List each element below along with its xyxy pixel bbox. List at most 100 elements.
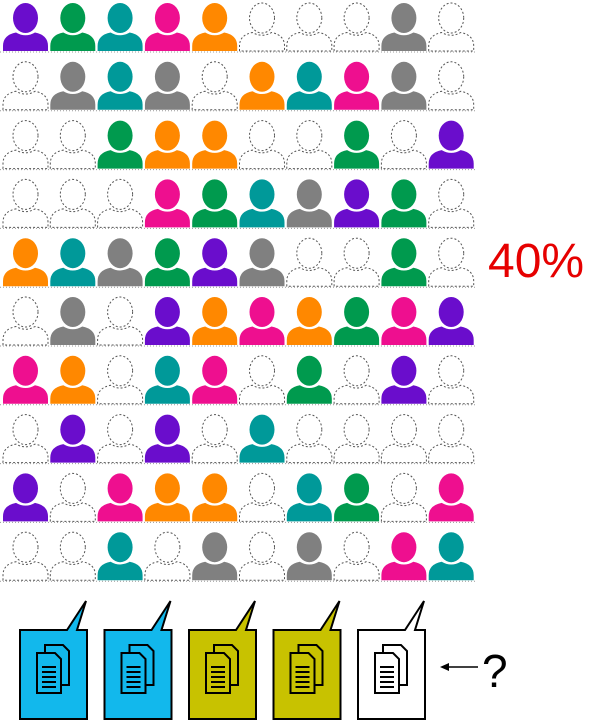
person-icon: [192, 120, 238, 169]
document-stack-icon: [289, 644, 324, 694]
person-icon: [50, 61, 96, 110]
person-icon: [381, 3, 427, 51]
person-outline-icon: [97, 414, 144, 464]
person-icon: [334, 61, 380, 110]
person-icon: [192, 297, 238, 345]
person-icon: [239, 179, 285, 228]
people-grid: [0, 2, 476, 582]
person-icon: [239, 297, 285, 345]
person-outline-icon: [97, 296, 144, 346]
person-icon: [286, 355, 332, 404]
person-icon: [192, 179, 238, 228]
person-icon: [192, 532, 238, 581]
person-icon: [97, 532, 143, 581]
person-outline-icon: [97, 355, 144, 405]
person-icon: [334, 473, 380, 522]
person-outline-icon: [97, 178, 144, 228]
person-icon: [3, 473, 48, 522]
person-icon: [428, 473, 474, 522]
person-icon: [97, 120, 143, 169]
person-icon: [428, 532, 474, 581]
person-icon: [144, 3, 190, 51]
document-bubble: [19, 600, 88, 720]
person-outline-icon: [49, 120, 96, 170]
person-icon: [239, 61, 285, 110]
person-outline-icon: [2, 414, 49, 464]
person-outline-icon: [191, 414, 238, 464]
person-icon: [239, 238, 285, 287]
person-outline-icon: [333, 355, 380, 405]
person-outline-icon: [333, 414, 380, 464]
person-icon: [192, 473, 238, 522]
person-icon: [50, 355, 96, 404]
document-bubble: [103, 600, 173, 720]
person-icon: [97, 238, 143, 287]
person-icon: [3, 355, 48, 404]
person-icon: [144, 355, 190, 404]
person-outline-icon: [2, 296, 49, 346]
person-outline-icon: [49, 531, 96, 581]
person-icon: [381, 355, 427, 404]
person-icon: [3, 238, 48, 287]
person-outline-icon: [2, 120, 49, 170]
document-bubble: [357, 600, 426, 720]
person-icon: [286, 297, 332, 345]
person-icon: [381, 238, 427, 287]
person-icon: [286, 532, 332, 581]
document-stack-icon: [36, 644, 70, 694]
person-icon: [428, 297, 474, 345]
person-icon: [144, 179, 190, 228]
person-icon: [50, 297, 96, 345]
person-outline-icon: [428, 178, 475, 228]
person-icon: [381, 179, 427, 228]
person-outline-icon: [428, 61, 475, 111]
left-arrow-icon: [440, 663, 478, 671]
person-icon: [144, 414, 190, 463]
person-icon: [97, 3, 143, 51]
person-icon: [286, 473, 332, 522]
person-outline-icon: [49, 178, 96, 228]
person-icon: [192, 238, 238, 287]
person-icon: [144, 61, 190, 110]
person-icon: [381, 61, 427, 110]
person-icon: [334, 297, 380, 345]
person-outline-icon: [2, 178, 49, 228]
person-outline-icon: [49, 472, 96, 522]
document-stack-icon: [205, 644, 239, 694]
person-outline-icon: [286, 2, 333, 52]
person-outline-icon: [333, 531, 380, 581]
person-outline-icon: [286, 237, 333, 287]
person-outline-icon: [191, 61, 238, 111]
person-outline-icon: [2, 531, 49, 581]
person-icon: [286, 179, 332, 228]
person-icon: [50, 238, 96, 287]
person-icon: [192, 355, 238, 404]
person-icon: [192, 3, 238, 51]
person-icon: [144, 297, 190, 345]
person-outline-icon: [428, 2, 475, 52]
person-icon: [97, 473, 143, 522]
person-outline-icon: [144, 531, 191, 581]
person-icon: [381, 297, 427, 345]
person-outline-icon: [380, 120, 427, 170]
person-outline-icon: [239, 2, 285, 52]
person-icon: [334, 120, 380, 169]
person-icon: [144, 238, 190, 287]
person-icon: [50, 3, 96, 51]
document-bubble: [272, 600, 342, 720]
percent-label: 40%: [488, 235, 585, 288]
person-outline-icon: [333, 237, 380, 287]
document-bubbles: [19, 600, 478, 720]
document-stack-icon: [374, 644, 408, 694]
question-mark: ?: [482, 645, 508, 697]
person-outline-icon: [428, 414, 475, 464]
person-outline-icon: [428, 355, 475, 405]
person-outline-icon: [428, 237, 475, 287]
person-outline-icon: [286, 414, 333, 464]
person-icon: [144, 120, 190, 169]
person-icon: [50, 414, 96, 463]
person-icon: [3, 3, 48, 51]
person-outline-icon: [286, 120, 333, 170]
person-outline-icon: [2, 61, 49, 111]
person-outline-icon: [239, 531, 285, 581]
